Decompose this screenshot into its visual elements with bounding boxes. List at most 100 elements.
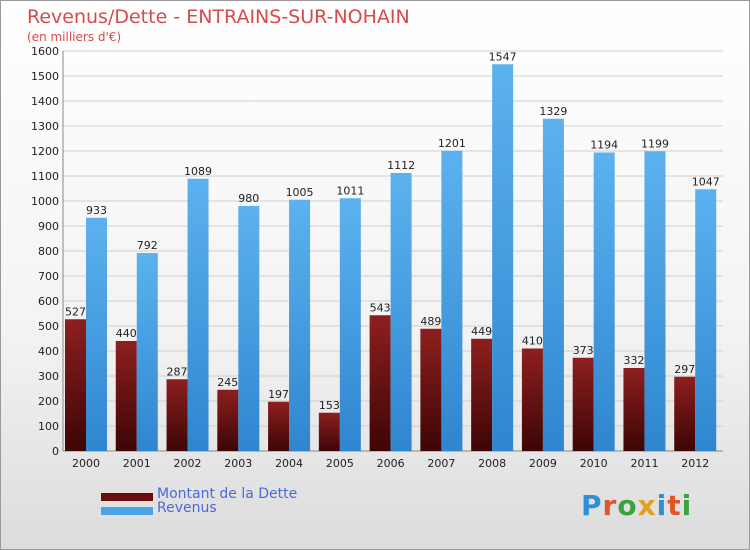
data-label-revenue: 1547 bbox=[489, 50, 517, 63]
bar-revenue bbox=[593, 152, 615, 451]
data-label-revenue: 980 bbox=[238, 192, 259, 205]
y-tick-label: 1300 bbox=[31, 120, 59, 133]
y-tick-label: 500 bbox=[38, 320, 59, 333]
bar-revenue bbox=[289, 199, 311, 451]
x-tick-label: 2004 bbox=[275, 457, 303, 470]
bar-revenue bbox=[542, 118, 564, 451]
x-tick-label: 2007 bbox=[427, 457, 455, 470]
data-label-revenue: 1112 bbox=[387, 159, 415, 172]
bar-debt bbox=[166, 379, 188, 451]
y-tick-label: 300 bbox=[38, 370, 59, 383]
data-label-debt: 489 bbox=[420, 315, 441, 328]
data-label-debt: 527 bbox=[65, 305, 86, 318]
bar-debt bbox=[318, 412, 340, 451]
y-tick-label: 700 bbox=[38, 270, 59, 283]
bar-revenue bbox=[492, 64, 514, 451]
brand-logo: Proxiti bbox=[581, 489, 692, 522]
data-label-revenue: 933 bbox=[86, 204, 107, 217]
chart-title: Revenus/Dette - ENTRAINS-SUR-NOHAIN bbox=[27, 6, 410, 28]
x-tick-label: 2003 bbox=[224, 457, 252, 470]
data-label-revenue: 1011 bbox=[336, 184, 364, 197]
bar-revenue bbox=[441, 150, 463, 451]
x-tick-label: 2001 bbox=[123, 457, 151, 470]
data-label-debt: 287 bbox=[167, 365, 188, 378]
bar-revenue bbox=[238, 206, 260, 451]
data-label-revenue: 1201 bbox=[438, 137, 466, 150]
y-tick-label: 100 bbox=[38, 420, 59, 433]
y-tick-label: 600 bbox=[38, 295, 59, 308]
y-tick-label: 900 bbox=[38, 220, 59, 233]
data-label-revenue: 1089 bbox=[184, 165, 212, 178]
chart-subtitle: (en milliers d'€) bbox=[27, 30, 122, 44]
data-label-debt: 543 bbox=[370, 301, 391, 314]
bar-revenue bbox=[644, 151, 666, 451]
data-labels: 527 933 440 792 287 1089 245 980 197 1005 153 1011 5… bbox=[65, 50, 720, 412]
data-label-debt: 440 bbox=[116, 327, 137, 340]
bar-revenue bbox=[390, 173, 412, 451]
brand-letter: o bbox=[617, 489, 638, 522]
bar-revenue bbox=[187, 178, 209, 451]
y-tick-label: 800 bbox=[38, 245, 59, 258]
y-axis-ticks: 0 100 200 300 400 500 600 700 800 900 1000 1100 1200… bbox=[31, 45, 59, 458]
x-tick-label: 2009 bbox=[529, 457, 557, 470]
data-label-debt: 449 bbox=[471, 325, 492, 338]
x-tick-label: 2010 bbox=[580, 457, 608, 470]
bar-debt bbox=[115, 341, 137, 451]
y-tick-label: 400 bbox=[38, 345, 59, 358]
y-tick-label: 1000 bbox=[31, 195, 59, 208]
bars bbox=[65, 64, 717, 451]
bar-debt bbox=[217, 389, 239, 451]
bar-revenue bbox=[695, 189, 717, 451]
x-tick-label: 2000 bbox=[72, 457, 100, 470]
data-label-debt: 297 bbox=[674, 363, 695, 376]
y-tick-label: 1400 bbox=[31, 95, 59, 108]
legend-label-revenue: Revenus bbox=[157, 500, 217, 516]
data-label-revenue: 1005 bbox=[286, 186, 314, 199]
x-axis-ticks: 2000 2001 2002 2003 2004 2005 2006 2007 2008 2009… bbox=[72, 457, 709, 470]
data-label-debt: 153 bbox=[319, 399, 340, 412]
x-tick-label: 2008 bbox=[478, 457, 506, 470]
y-tick-label: 1200 bbox=[31, 145, 59, 158]
y-tick-label: 0 bbox=[52, 445, 59, 458]
bar-debt bbox=[420, 328, 442, 451]
y-tick-label: 1100 bbox=[31, 170, 59, 183]
bar-debt bbox=[674, 376, 696, 451]
y-tick-label: 200 bbox=[38, 395, 59, 408]
y-tick-label: 1500 bbox=[31, 70, 59, 83]
data-label-debt: 245 bbox=[217, 376, 238, 389]
brand-letter: P bbox=[581, 489, 603, 522]
bar-revenue bbox=[86, 217, 107, 451]
y-tick-label: 1600 bbox=[31, 45, 59, 58]
bar-debt bbox=[471, 338, 493, 451]
bar-debt bbox=[572, 357, 594, 451]
legend-label-debt: Montant de la Dette bbox=[157, 486, 298, 502]
bar-debt bbox=[268, 401, 290, 451]
bar-revenue bbox=[136, 253, 158, 451]
data-label-revenue: 1329 bbox=[539, 105, 567, 118]
data-label-debt: 410 bbox=[522, 335, 543, 348]
data-label-debt: 332 bbox=[623, 354, 644, 367]
x-tick-label: 2006 bbox=[377, 457, 405, 470]
data-label-revenue: 1194 bbox=[590, 139, 618, 152]
brand-letter: t bbox=[667, 489, 682, 522]
bar-debt bbox=[623, 368, 645, 451]
brand-letter: x bbox=[637, 489, 657, 522]
data-label-revenue: 792 bbox=[137, 239, 158, 252]
x-tick-label: 2002 bbox=[174, 457, 202, 470]
bar-debt bbox=[521, 348, 543, 451]
x-tick-label: 2005 bbox=[326, 457, 354, 470]
data-label-revenue: 1047 bbox=[692, 175, 720, 188]
brand-letter: i bbox=[656, 489, 668, 522]
bar-debt bbox=[65, 319, 86, 451]
x-tick-label: 2012 bbox=[681, 457, 709, 470]
brand-letter: r bbox=[602, 489, 618, 522]
data-label-debt: 373 bbox=[573, 344, 594, 357]
bar-revenue bbox=[339, 198, 361, 451]
bar-debt bbox=[369, 315, 391, 451]
x-tick-label: 2011 bbox=[630, 457, 658, 470]
data-label-revenue: 1199 bbox=[641, 137, 669, 150]
brand-letter: i bbox=[681, 489, 693, 522]
legend-swatch-revenue bbox=[101, 507, 153, 515]
